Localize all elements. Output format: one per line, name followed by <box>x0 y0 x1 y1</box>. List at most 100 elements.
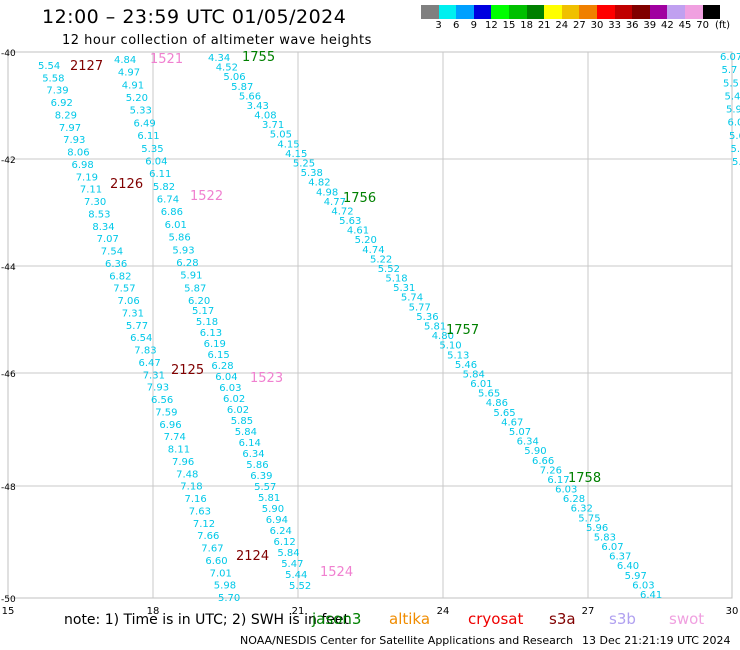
color-scale-label: 24 <box>555 20 569 31</box>
swh-value-label: 4.82 <box>308 178 330 189</box>
pass-number-label: 1521 <box>150 52 183 67</box>
swh-value-label: 5.44 <box>285 570 307 581</box>
swh-value-label: 5.33 <box>130 106 152 117</box>
swh-value-label: 5.10 <box>439 341 461 352</box>
swh-value-label: 7.59 <box>155 407 177 418</box>
swh-value-label: 6.07 <box>720 52 740 63</box>
swh-value-label: 3.71 <box>262 120 284 131</box>
pass-number-label: 1522 <box>190 189 223 204</box>
swh-value-label: 7.96 <box>172 457 194 468</box>
swh-value-label: 4.08 <box>254 111 276 122</box>
pass-number-label: 1523 <box>250 371 283 386</box>
swh-value-label: 8.53 <box>88 210 110 221</box>
generated-timestamp: 13 Dec 21:21:19 UTC 2024 <box>582 634 731 647</box>
swh-value-label: 5.47 <box>281 559 303 570</box>
swh-value-label: 6.01 <box>470 379 492 390</box>
swh-value-label: 5.63 <box>339 216 361 227</box>
swh-value-label: 6.03 <box>219 383 241 394</box>
swh-value-label: 4.84 <box>114 55 136 66</box>
swh-value-label: 6.96 <box>159 420 181 431</box>
lon-tick-label: 18 <box>147 606 160 617</box>
color-scale-label: 45 <box>678 20 692 31</box>
swh-value-label: 5.58 <box>42 73 64 84</box>
swh-value-label: 5.86 <box>169 233 191 244</box>
swh-value-label: 6.11 <box>149 169 171 180</box>
swh-value-label: 6.20 <box>188 296 210 307</box>
swh-value-label: 5.07 <box>509 427 531 438</box>
swh-value-label: 5.85 <box>231 416 253 427</box>
swh-value-label: 4.80 <box>432 331 454 342</box>
swh-value-label: 5.93 <box>172 245 194 256</box>
color-scale-label: 36 <box>625 20 639 31</box>
swh-value-label: 4.74 <box>362 245 384 256</box>
pass-number-label: 1757 <box>446 323 479 338</box>
swh-value-label: 6.60 <box>205 556 227 567</box>
swh-value-label: 5.84 <box>277 548 299 559</box>
swh-value-label: 5.84 <box>235 427 257 438</box>
color-scale-swatch <box>456 5 474 19</box>
swh-value-label: 5.9 <box>726 105 740 116</box>
swh-value-label: 5.36 <box>416 312 438 323</box>
swh-value-label: 7.16 <box>185 494 207 505</box>
swh-value-label: 6.34 <box>242 449 264 460</box>
mission-legend-altika: altika <box>389 610 431 628</box>
swh-value-label: 5.25 <box>293 159 315 170</box>
swh-value-label: 6.24 <box>270 526 292 537</box>
swh-value-label: 6.66 <box>532 456 554 467</box>
pass-number-label: 2127 <box>70 59 103 74</box>
swh-value-label: 7.26 <box>540 465 562 476</box>
swh-value-label: 7.07 <box>97 234 119 245</box>
swh-value-label: 6.49 <box>134 118 156 129</box>
swh-value-label: 5.82 <box>153 182 175 193</box>
lat-tick-label: -44 <box>1 263 16 273</box>
swh-value-label: 5.06 <box>223 72 245 83</box>
swh-value-label: 6.03 <box>555 485 577 496</box>
swh-value-label: 6.36 <box>105 259 127 270</box>
swh-value-label: 7.54 <box>101 247 123 258</box>
swh-value-label: 5.81 <box>424 322 446 333</box>
color-scale-unit: (ft) <box>715 20 731 31</box>
lat-tick-label: -50 <box>1 595 16 605</box>
chart-title: 12:00 – 23:59 UTC 01/05/2024 <box>42 6 347 28</box>
lat-lon-grid <box>8 52 732 598</box>
altimeter-tracks: 5.545.587.396.928.297.977.938.066.987.19… <box>38 52 740 604</box>
swh-value-label: 6.47 <box>139 358 161 369</box>
swh-value-label: 6.11 <box>137 131 159 142</box>
swh-value-label: 8.11 <box>168 445 190 456</box>
color-scale-swatch <box>561 5 580 19</box>
swh-value-label: 5.75 <box>578 513 600 524</box>
swh-value-label: 7.31 <box>122 308 144 319</box>
swh-value-label: 4.34 <box>208 53 230 64</box>
swh-value-label: 5.05 <box>270 130 292 141</box>
swh-value-label: 6.82 <box>109 271 131 282</box>
swh-value-label: 6.28 <box>211 361 233 372</box>
swh-value-label: 5.91 <box>180 271 202 282</box>
color-scale-swatch <box>702 5 721 19</box>
swh-value-label: 6.32 <box>571 504 593 515</box>
swh-value-label: 5.87 <box>184 283 206 294</box>
swh-value-label: 6.54 <box>130 333 152 344</box>
color-scale-swatch <box>667 5 685 19</box>
swh-value-label: 6.14 <box>239 438 261 449</box>
swh-value-label: 8.29 <box>55 111 77 122</box>
swh-value-label: 5.77 <box>409 302 431 313</box>
swh-value-label: 7.19 <box>76 172 98 183</box>
swh-value-label: 5.17 <box>192 306 214 317</box>
swh-value-label: 5.81 <box>258 493 280 504</box>
swh-value-label: 6.02 <box>227 405 249 416</box>
swh-value-label: 6.98 <box>72 160 94 171</box>
color-scale-swatch <box>544 5 562 19</box>
color-scale-label: 18 <box>520 20 533 31</box>
swh-value-label: 6.92 <box>51 98 73 109</box>
chart-subtitle: 12 hour collection of altimeter wave hei… <box>62 33 372 48</box>
swh-value-label: 6.94 <box>266 515 288 526</box>
swh-value-label: 5.7 <box>722 65 738 76</box>
color-scale-swatch <box>579 5 597 19</box>
swh-value-label: 5.38 <box>301 168 323 179</box>
swh-value-label: 5.31 <box>393 283 415 294</box>
color-scale-label: 27 <box>573 20 586 31</box>
swh-value-label: 7.97 <box>59 123 81 134</box>
swh-value-label: 4.67 <box>501 417 523 428</box>
pass-number-label: 1758 <box>568 471 601 486</box>
